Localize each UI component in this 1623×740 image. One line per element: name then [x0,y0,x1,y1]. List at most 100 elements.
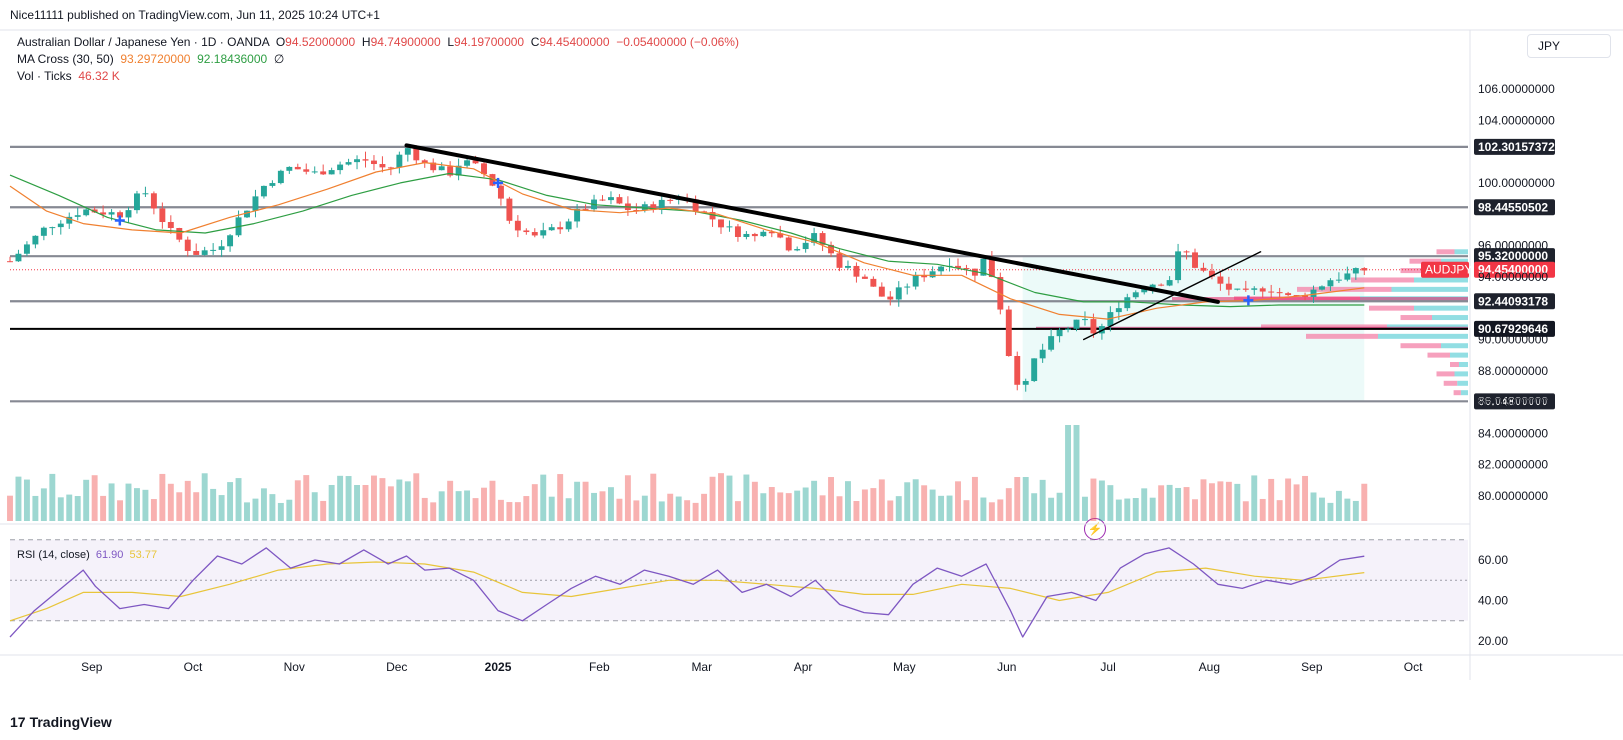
volume-bar [294,480,301,521]
candle-body [320,171,327,175]
candle-body [210,249,217,251]
volume-bar [870,488,877,521]
vol-label[interactable]: Vol · Ticks [17,69,72,83]
vp-bar-up [1457,380,1468,386]
price-tick-label: 80.00000000 [1478,489,1548,503]
volume-bar [828,477,835,521]
volume-bar [980,497,987,521]
candle-body [667,199,674,201]
volume-bar [743,474,750,521]
candle-body [387,167,394,169]
candle-body [1259,288,1266,292]
chart-legend: Australian Dollar / Japanese Yen · 1D · … [17,34,739,85]
volume-bar [277,502,284,521]
volume-bar [548,496,555,521]
candle-body [1344,273,1351,280]
tradingview-brand[interactable]: 17 TradingView [10,714,112,730]
volume-bar [210,488,217,521]
candle-body [404,148,411,155]
volume-bar [1319,497,1325,521]
volume-bar [40,488,47,521]
ma30-value: 93.29720000 [120,52,191,66]
legend-ma-row[interactable]: MA Cross (30, 50) 93.29720000 92.1843600… [17,51,739,68]
vp-bar-up [1414,277,1468,283]
time-tick-label: Mar [691,660,712,674]
candle-body [1192,252,1198,268]
candle-body [354,159,361,163]
volume-bar [1302,475,1309,521]
candle-body [40,227,47,236]
volume-bar [1352,500,1359,521]
candle-body [895,287,902,300]
currency-selector[interactable]: JPY [1527,34,1611,58]
candle-body [785,237,792,251]
candle-body [912,275,919,287]
rsi-tick-label: 20.00 [1478,634,1508,648]
candle-body [701,211,708,213]
volume-bar [438,491,445,521]
candle-body [1014,356,1021,385]
volume-bar [726,475,733,521]
volume-bar [1344,498,1351,521]
candle-body [413,148,420,161]
candle-body [421,160,428,163]
rsi-label[interactable]: RSI (14, close) [17,549,90,561]
volume-bar [176,492,183,521]
level-label-bg [1474,320,1555,337]
volume-bar [988,502,995,521]
vol-value: 46.32 K [78,69,120,83]
vp-bar-down [1306,333,1378,339]
candle-body [1141,288,1148,293]
volume-bar [785,493,792,521]
volume-bar [904,482,911,521]
legend-symbol-row[interactable]: Australian Dollar / Japanese Yen · 1D · … [17,34,739,51]
time-tick-label: Oct [1404,660,1423,674]
price-tick-label: 100.00000000 [1478,176,1555,190]
candle-body [768,231,775,234]
candle-body [1276,292,1283,294]
vp-bar-up [1454,371,1468,377]
candle-body [1352,268,1359,274]
candle-body [734,226,741,237]
candle-body [464,160,471,166]
volume-bars [7,425,1368,521]
rsi-tick-label: 40.00 [1478,594,1508,608]
legend-vol-row[interactable]: Vol · Ticks 46.32 K [17,68,739,85]
candle-body [1200,267,1207,271]
candle-body [811,233,818,243]
candle-body [718,219,724,228]
volume-bar [311,492,318,521]
volume-bar [514,502,521,521]
volume-bar [1208,483,1215,521]
candle-body [726,226,733,228]
level-label-bg [1474,199,1555,216]
volume-bar [345,476,352,521]
volume-bar [845,481,851,521]
candle-body [650,204,657,210]
candle-body [709,212,716,220]
volume-bar [853,500,860,521]
vp-bar-down [1436,371,1455,377]
candle-body [819,233,826,245]
volume-bar [1285,478,1292,521]
high-value: 94.74900000 [370,35,441,49]
volume-bar [582,481,589,521]
candle-body [658,199,665,210]
candle-body [1158,284,1165,286]
volume-bar [1073,425,1080,521]
symbol-name[interactable]: Australian Dollar / Japanese Yen · 1D · … [17,35,270,49]
volume-bar [1183,487,1190,521]
volume-bar [887,500,894,521]
time-tick-label: Sep [81,660,103,674]
volume-bar [768,487,775,521]
volume-bar [1175,487,1182,521]
volume-bar [201,473,208,521]
ma-label[interactable]: MA Cross (30, 50) [17,52,114,66]
volume-bar [955,481,961,521]
volume-bar [1005,488,1012,521]
volume-bar [387,486,394,521]
candle-body [345,162,352,165]
volume-bar [921,485,928,521]
rsi-legend[interactable]: RSI (14, close) 61.90 53.77 [17,549,157,561]
